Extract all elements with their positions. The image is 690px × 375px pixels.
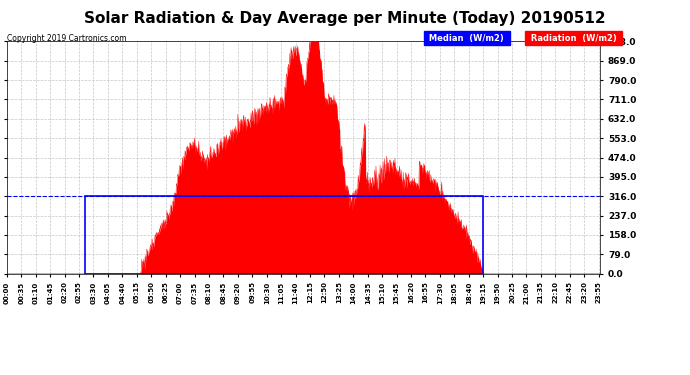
Text: Solar Radiation & Day Average per Minute (Today) 20190512: Solar Radiation & Day Average per Minute… [84,11,606,26]
Text: Copyright 2019 Cartronics.com: Copyright 2019 Cartronics.com [7,34,126,43]
Text: Radiation  (W/m2): Radiation (W/m2) [528,34,620,43]
Text: Median  (W/m2): Median (W/m2) [426,34,507,43]
Bar [86,196,483,274]
